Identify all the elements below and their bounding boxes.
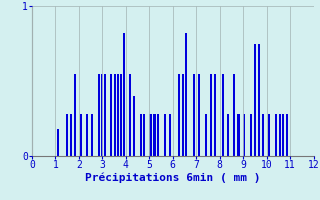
Bar bbox=[254, 44, 256, 156]
Bar bbox=[258, 44, 260, 156]
Bar bbox=[110, 73, 112, 156]
Bar bbox=[104, 73, 106, 156]
Bar bbox=[278, 114, 281, 156]
Bar bbox=[140, 114, 142, 156]
Bar bbox=[114, 73, 116, 156]
Bar bbox=[275, 114, 277, 156]
Bar bbox=[233, 73, 235, 156]
Bar bbox=[116, 73, 119, 156]
Bar bbox=[164, 114, 166, 156]
Bar bbox=[185, 33, 187, 156]
Bar bbox=[74, 73, 76, 156]
Bar bbox=[132, 96, 135, 156]
Bar bbox=[91, 114, 93, 156]
Bar bbox=[169, 114, 171, 156]
Bar bbox=[157, 114, 159, 156]
Bar bbox=[210, 73, 212, 156]
Bar bbox=[204, 114, 207, 156]
X-axis label: Précipitations 6min ( mm ): Précipitations 6min ( mm ) bbox=[85, 173, 260, 183]
Bar bbox=[178, 73, 180, 156]
Bar bbox=[282, 114, 284, 156]
Bar bbox=[154, 114, 156, 156]
Bar bbox=[262, 114, 264, 156]
Bar bbox=[86, 114, 88, 156]
Bar bbox=[80, 114, 82, 156]
Bar bbox=[123, 33, 125, 156]
Bar bbox=[70, 114, 72, 156]
Bar bbox=[66, 114, 68, 156]
Bar bbox=[182, 73, 184, 156]
Bar bbox=[101, 73, 103, 156]
Bar bbox=[143, 114, 145, 156]
Bar bbox=[227, 114, 229, 156]
Bar bbox=[129, 73, 131, 156]
Bar bbox=[213, 73, 216, 156]
Bar bbox=[57, 129, 59, 156]
Bar bbox=[149, 114, 152, 156]
Bar bbox=[243, 114, 245, 156]
Bar bbox=[250, 114, 252, 156]
Bar bbox=[193, 73, 196, 156]
Bar bbox=[237, 114, 240, 156]
Bar bbox=[198, 73, 200, 156]
Bar bbox=[98, 73, 100, 156]
Bar bbox=[268, 114, 270, 156]
Bar bbox=[286, 114, 288, 156]
Bar bbox=[120, 73, 122, 156]
Bar bbox=[222, 73, 224, 156]
